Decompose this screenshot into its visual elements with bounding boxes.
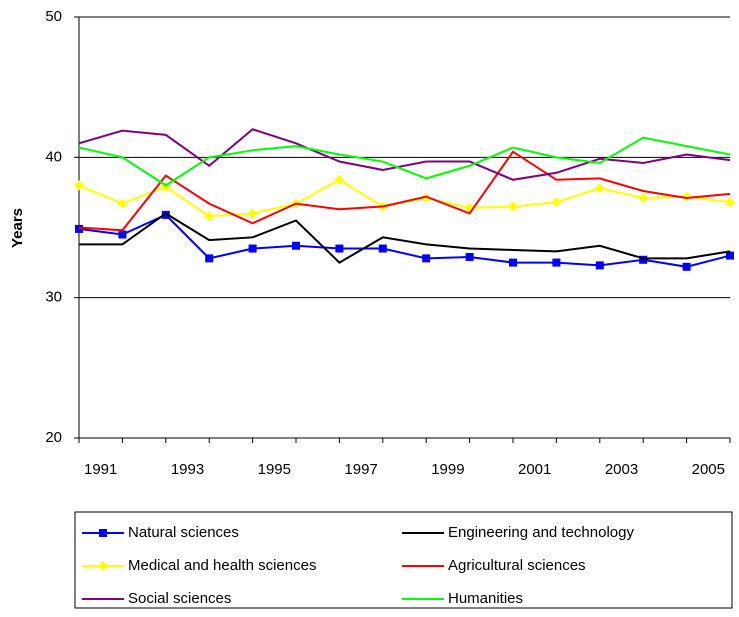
marker	[99, 529, 107, 537]
marker	[726, 251, 734, 260]
marker	[98, 561, 108, 571]
marker	[682, 262, 691, 271]
marker	[465, 252, 474, 261]
legend-box	[74, 511, 733, 609]
x-tick-label: 1997	[344, 461, 377, 478]
legend-label: Humanities	[448, 590, 523, 607]
marker	[161, 210, 170, 219]
x-tick-label: 1991	[84, 461, 117, 478]
marker	[509, 258, 517, 267]
marker	[292, 241, 300, 250]
marker	[552, 258, 561, 267]
marker	[205, 254, 214, 263]
marker	[75, 224, 83, 233]
marker	[74, 180, 84, 191]
x-tick-label: 1995	[258, 461, 291, 478]
legend-label: Natural sciences	[128, 524, 239, 541]
marker	[335, 244, 344, 253]
marker	[378, 244, 387, 253]
marker	[334, 174, 345, 185]
legend-label: Social sciences	[128, 590, 231, 607]
marker	[639, 255, 648, 264]
marker	[247, 208, 258, 219]
y-tick-label: 30	[45, 289, 62, 306]
marker	[117, 198, 128, 209]
legend-label: Medical and health sciences	[128, 557, 316, 574]
series-line	[78, 178, 731, 218]
marker	[422, 254, 431, 263]
marker	[118, 230, 127, 239]
marker	[248, 244, 257, 253]
marker	[638, 193, 649, 204]
marker	[681, 191, 692, 202]
series-line	[78, 136, 731, 187]
y-tick-label: 20	[45, 429, 62, 446]
series-line	[79, 212, 731, 264]
marker	[595, 261, 604, 270]
x-tick-label: 1993	[171, 461, 204, 478]
y-axis-label: Years	[9, 208, 26, 248]
marker	[508, 201, 518, 212]
x-tick-label: 2001	[518, 461, 551, 478]
legend-label: Agricultural sciences	[448, 557, 586, 574]
x-tick-label: 1999	[431, 461, 464, 478]
marker	[204, 211, 215, 222]
marker	[725, 197, 735, 208]
legend-label: Engineering and technology	[448, 524, 634, 541]
x-tick-label: 2005	[692, 461, 725, 478]
y-tick-label: 50	[45, 8, 62, 25]
series-line	[78, 128, 731, 181]
series-line	[78, 213, 731, 268]
y-tick-label: 40	[45, 148, 62, 165]
marker	[551, 197, 562, 208]
x-tick-label: 2003	[605, 461, 638, 478]
marker	[594, 183, 605, 194]
series-line	[78, 150, 731, 232]
marker	[421, 193, 432, 204]
